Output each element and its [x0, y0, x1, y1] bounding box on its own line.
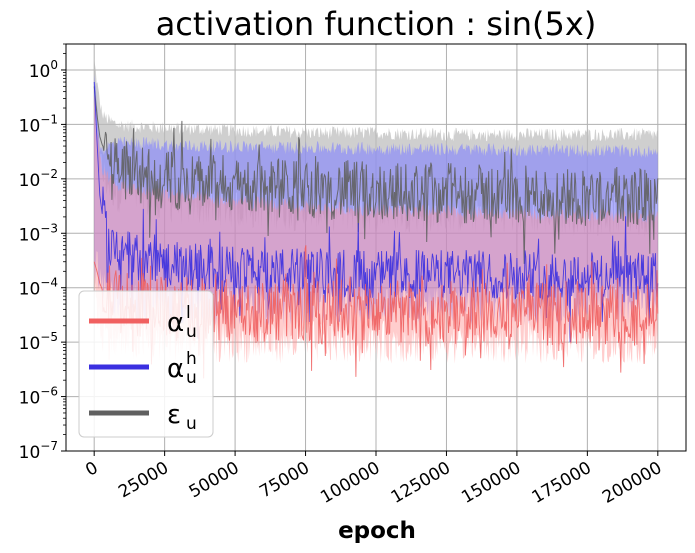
y-tick-label: 10−5	[19, 330, 58, 354]
x-tick-label: 25000	[115, 458, 172, 502]
x-tick-label: 100000	[317, 458, 383, 508]
y-tick-label: 10−2	[19, 167, 58, 191]
y-tick-label: 10−3	[19, 221, 58, 245]
x-tick-label: 175000	[529, 458, 595, 508]
x-tick-label: 125000	[388, 458, 454, 508]
legend-label: α uhα_u^h	[167, 349, 197, 388]
x-tick-label: 200000	[599, 458, 665, 508]
y-tick-label: 10−4	[19, 276, 58, 300]
legend: α ulα_u^l α uhα_u^h ε uε_u	[78, 290, 214, 438]
y-tick-label: 100	[29, 58, 58, 82]
y-tick-label: 10−7	[19, 439, 58, 463]
x-axis-label: epoch	[338, 518, 416, 544]
legend-label: ε uε_u	[167, 400, 197, 434]
y-tick-label: 10−1	[19, 112, 58, 136]
x-tick-label: 150000	[458, 458, 524, 508]
chart-title: activation function : sin(5x)	[156, 5, 597, 43]
x-tick-label: 50000	[186, 458, 243, 502]
legend-label: α ulα_u^l	[167, 303, 197, 342]
legend-box	[78, 290, 214, 438]
line-series-1	[93, 81, 659, 343]
x-tick-label: 0	[82, 458, 101, 481]
y-tick-label: 10−6	[19, 385, 58, 409]
line-series-0	[93, 86, 659, 264]
x-tick-label: 75000	[256, 458, 313, 502]
